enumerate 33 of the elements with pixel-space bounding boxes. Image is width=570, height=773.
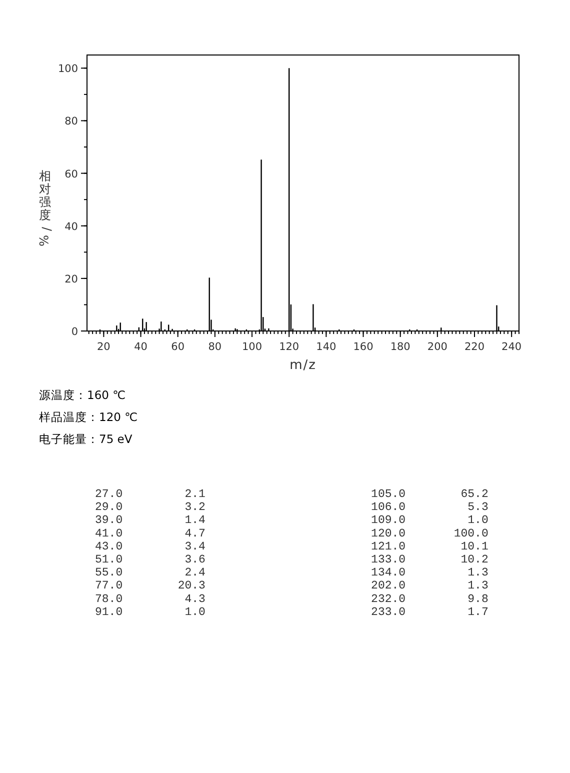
x-tick-label: 160	[353, 341, 374, 353]
y-tick-label: 100	[58, 63, 78, 76]
text: 样品温度：120 ℃	[39, 410, 138, 424]
x-tick-label: 100	[242, 341, 262, 353]
text: 43.0 3.4 121.0 10.1	[95, 540, 488, 554]
text: 51.0 3.6 133.0 10.2	[95, 554, 488, 566]
y-tick-label: 60	[64, 168, 78, 180]
text: 78.0 4.3 232.0 9.8	[95, 592, 488, 606]
x-tick-label: 40	[134, 341, 148, 353]
y-axis-title: 相对强度/%	[36, 169, 54, 246]
text: 电子能量：75 eV	[39, 432, 132, 446]
text: 源温度：160 ℃	[39, 388, 126, 402]
x-tick-label: 60	[171, 341, 185, 353]
text: 91.0 1.0 233.0 1.7	[95, 606, 488, 619]
x-tick-label: 200	[427, 341, 448, 353]
x-tick-label: 220	[464, 341, 485, 353]
text: 39.0 1.4 109.0 1.0	[95, 514, 488, 528]
text: 41.0 4.7 120.0 100.0	[95, 527, 488, 540]
x-tick-label: 20	[97, 341, 110, 353]
x-tick-label: 140	[316, 341, 336, 353]
text: 55.0 2.4 134.0 1.3	[95, 566, 488, 580]
text: 27.0 2.1 105.0 65.2	[95, 488, 488, 501]
y-tick-label: 0	[71, 326, 78, 338]
x-axis-title: m/z	[290, 358, 316, 373]
y-tick-label: 40	[64, 220, 78, 233]
x-tick-label: 180	[390, 341, 410, 353]
x-tick-label: 120	[279, 341, 300, 353]
text: 29.0 3.2 106.0 5.3	[95, 501, 488, 514]
text: 77.0 20.3 202.0 1.3	[95, 580, 488, 593]
y-tick-label: 80	[64, 116, 78, 128]
x-tick-label: 80	[208, 341, 222, 353]
x-tick-label: 240	[502, 341, 522, 353]
y-tick-label: 20	[64, 273, 78, 286]
